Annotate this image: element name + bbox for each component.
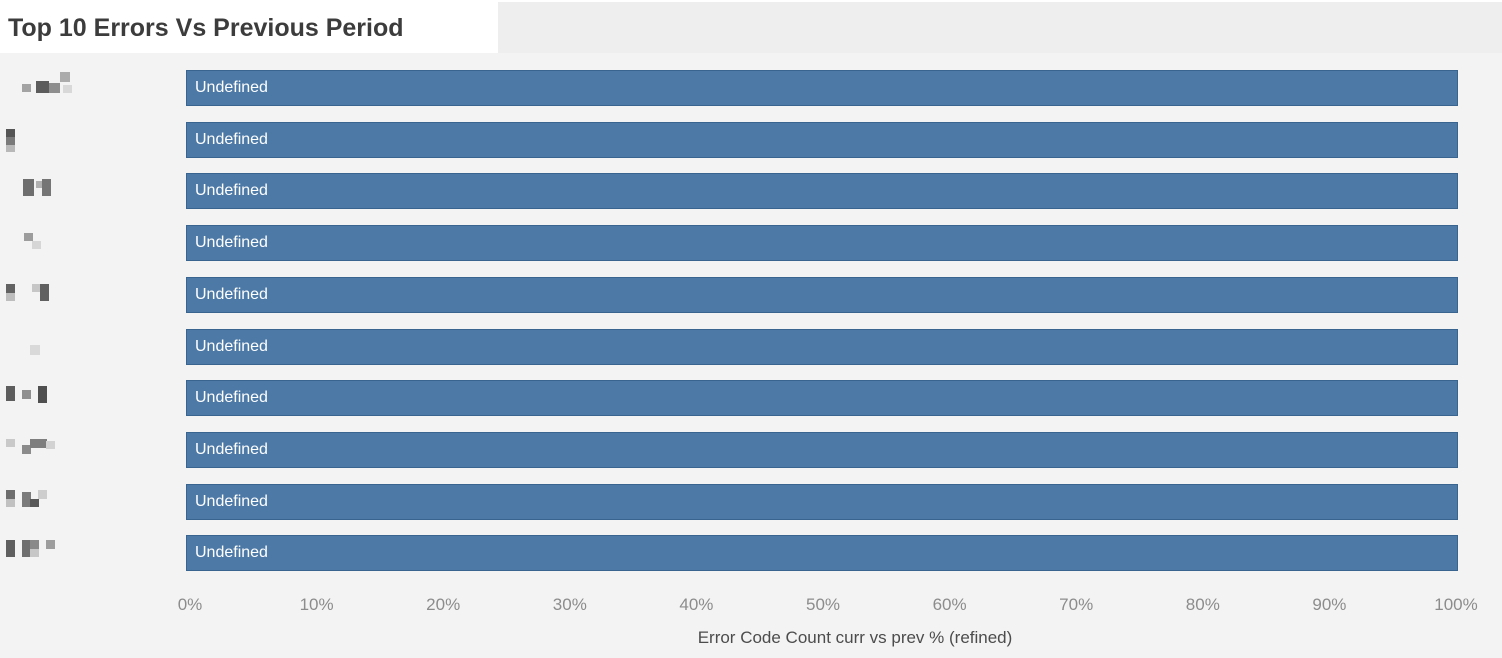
x-axis-tick-label: 50% xyxy=(805,595,841,614)
redaction-pixel xyxy=(38,489,47,499)
bar[interactable]: Undefined xyxy=(186,225,1458,262)
redaction-pixel xyxy=(46,540,55,550)
redaction-pixel xyxy=(32,241,41,250)
category-label-redacted xyxy=(0,380,186,416)
bar-value-label: Undefined xyxy=(195,79,268,96)
redaction-pixel xyxy=(6,128,15,137)
chart-row: Undefined xyxy=(0,483,1502,520)
redaction-pixel xyxy=(22,491,31,507)
bar-value-label: Undefined xyxy=(195,182,268,200)
category-label-redacted xyxy=(0,277,186,313)
chart-row: Undefined xyxy=(0,328,1502,365)
page-title: Top 10 Errors Vs Previous Period xyxy=(8,14,404,42)
bar-value-label: Undefined xyxy=(195,337,268,355)
redaction-pixel xyxy=(23,179,34,197)
redaction-pixel xyxy=(30,344,40,355)
x-axis-tick-label: 0% xyxy=(177,595,203,614)
x-axis-tick-label: 100% xyxy=(1434,595,1478,614)
chart-row: Undefined xyxy=(0,276,1502,313)
bar[interactable]: Undefined xyxy=(186,380,1458,417)
redaction-pixel xyxy=(6,386,15,402)
redaction-pixel xyxy=(63,85,72,93)
chart-row: Undefined xyxy=(0,173,1502,210)
bar[interactable]: Undefined xyxy=(186,276,1458,313)
redaction-pixel xyxy=(6,136,15,145)
chart-row: Undefined xyxy=(0,70,1502,106)
x-axis-tick-label: 80% xyxy=(1185,595,1220,614)
redaction-pixel xyxy=(30,549,39,558)
redaction-pixel xyxy=(32,283,40,292)
redaction-pixel xyxy=(42,179,51,197)
redaction-pixel xyxy=(6,489,15,499)
chart-row: Undefined xyxy=(0,225,1502,262)
redaction-pixel xyxy=(60,72,70,82)
redaction-pixel xyxy=(30,540,39,550)
redaction-pixel xyxy=(46,440,55,449)
redaction-pixel xyxy=(6,144,15,152)
x-axis-tick-label: 30% xyxy=(552,595,587,614)
bar-value-label: Undefined xyxy=(195,440,268,458)
x-axis-tick-label: 70% xyxy=(1059,595,1094,614)
x-axis-tick-label: 20% xyxy=(426,595,461,614)
redaction-pixel xyxy=(49,83,60,93)
bar-value-label: Undefined xyxy=(195,234,268,252)
bar-value-label: Undefined xyxy=(195,285,268,303)
x-axis-tick-label: 90% xyxy=(1312,595,1347,614)
category-label-redacted xyxy=(0,70,186,106)
bar-value-label: Undefined xyxy=(195,544,268,562)
redaction-pixel xyxy=(22,540,31,558)
redaction-pixel xyxy=(6,292,15,301)
redaction-pixel xyxy=(40,283,49,301)
redaction-pixel xyxy=(36,181,42,189)
bar-value-label: Undefined xyxy=(195,389,268,407)
redaction-pixel xyxy=(24,233,33,242)
x-axis-title: Error Code Count curr vs prev % (refined… xyxy=(697,628,1013,647)
bar[interactable]: Undefined xyxy=(186,70,1458,106)
bar[interactable]: Undefined xyxy=(186,431,1458,468)
redaction-pixel xyxy=(22,84,31,92)
redaction-pixel xyxy=(36,81,49,93)
category-label-redacted xyxy=(0,173,186,209)
x-axis-tick-label: 40% xyxy=(679,595,714,614)
bar[interactable]: Undefined xyxy=(186,121,1458,158)
redaction-pixel xyxy=(38,386,47,404)
bar-value-label: Undefined xyxy=(195,130,268,148)
redaction-pixel xyxy=(30,438,47,448)
redaction-pixel xyxy=(22,444,31,454)
bar[interactable]: Undefined xyxy=(186,535,1458,572)
chart-row: Undefined xyxy=(0,380,1502,417)
top-divider xyxy=(0,0,1502,2)
x-axis-tick-label: 60% xyxy=(932,595,967,614)
category-label-redacted xyxy=(0,484,186,520)
chart-row: Undefined xyxy=(0,121,1502,158)
category-label-redacted xyxy=(0,329,186,365)
category-label-redacted xyxy=(0,122,186,158)
bar[interactable]: Undefined xyxy=(186,328,1458,365)
category-label-redacted xyxy=(0,432,186,468)
redaction-pixel xyxy=(22,390,31,400)
bar-value-label: Undefined xyxy=(195,492,268,510)
chart-row: Undefined xyxy=(0,535,1502,572)
redaction-pixel xyxy=(6,540,15,558)
redaction-pixel xyxy=(6,498,15,507)
category-label-redacted xyxy=(0,225,186,261)
x-axis-tick-label: 10% xyxy=(299,595,334,614)
redaction-pixel xyxy=(6,283,15,293)
redaction-pixel xyxy=(30,498,39,507)
bar-chart: Undefined Undefined Undefined Undefined Unde… xyxy=(0,53,1502,658)
category-label-redacted xyxy=(0,535,186,571)
redaction-pixel xyxy=(6,438,15,447)
bar[interactable]: Undefined xyxy=(186,483,1458,520)
chart-row: Undefined xyxy=(0,431,1502,468)
bar[interactable]: Undefined xyxy=(186,173,1458,210)
title-background xyxy=(0,0,498,53)
